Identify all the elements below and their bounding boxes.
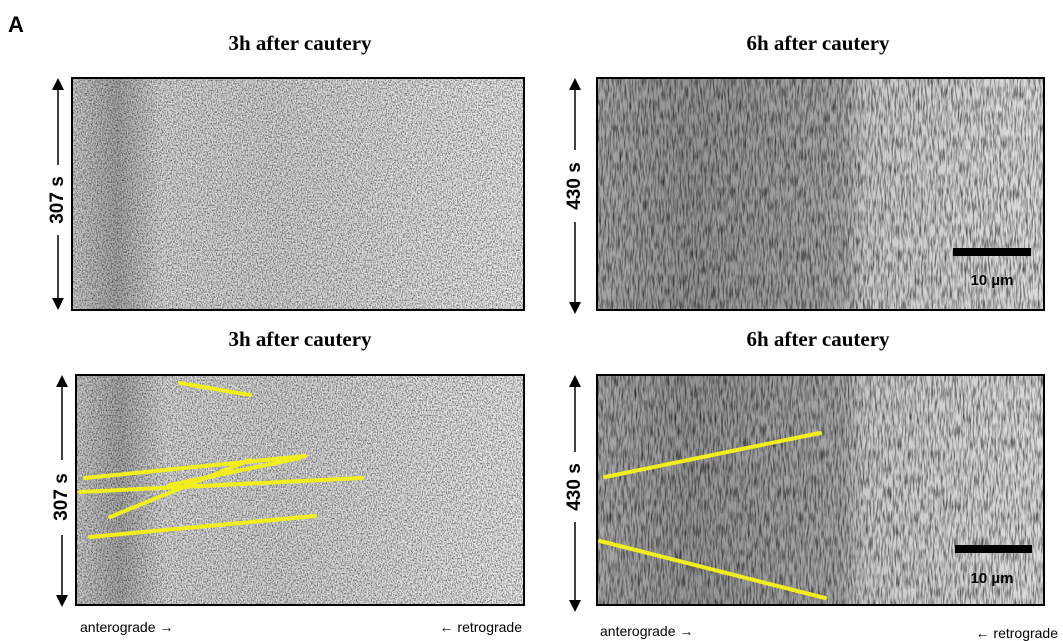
direction-label: ← retrograde [976, 625, 1059, 641]
panel-title: 6h after cautery [746, 327, 890, 351]
kymograph [596, 374, 1045, 606]
kymograph [75, 374, 525, 606]
time-label: 430 s [564, 162, 585, 210]
scale-label: 10 µm [971, 570, 1014, 587]
direction-label: ← retrograde [440, 619, 523, 635]
panel-title: 3h after cautery [228, 327, 372, 351]
scale-label: 10 µm [971, 272, 1014, 289]
panel-title: 6h after cautery [746, 31, 890, 55]
direction-label: anterograde → [80, 619, 173, 635]
figure-label: A [8, 12, 24, 37]
direction-label: anterograde → [600, 623, 693, 639]
time-label: 430 s [564, 463, 585, 511]
scale-bar [953, 248, 1031, 256]
time-label: 307 s [51, 473, 72, 521]
scale-bar [955, 545, 1032, 553]
panel-title: 3h after cautery [228, 31, 372, 55]
kymograph [596, 77, 1045, 311]
kymograph [71, 77, 525, 311]
time-label: 307 s [47, 176, 68, 224]
